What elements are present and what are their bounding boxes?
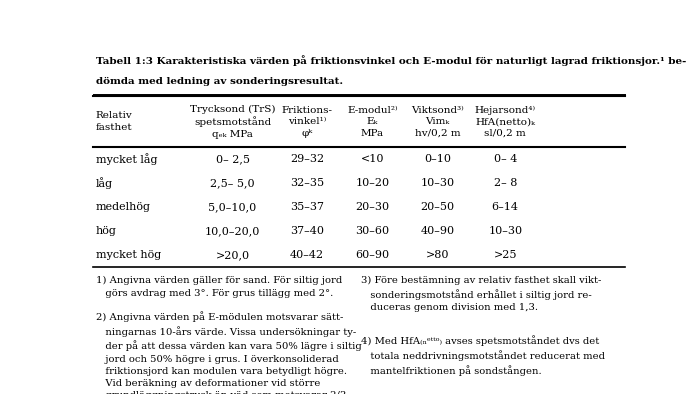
Text: dömda med ledning av sonderingsresultat.: dömda med ledning av sonderingsresultat. [96,77,343,86]
Text: 29–32: 29–32 [290,154,324,164]
Text: hög: hög [96,226,116,236]
Text: 10–20: 10–20 [355,178,389,188]
Text: 32–35: 32–35 [290,178,324,188]
Text: Hejarsond⁴⁾
HfA(netto)ₖ
sl/0,2 m: Hejarsond⁴⁾ HfA(netto)ₖ sl/0,2 m [475,106,536,138]
Text: 20–50: 20–50 [420,202,454,212]
Text: Trycksond (TrS)
spetsmotstånd
qₑₖ MPa: Trycksond (TrS) spetsmotstånd qₑₖ MPa [190,104,275,139]
Text: mycket hög: mycket hög [96,250,161,260]
Text: 1) Angivna värden gäller för sand. För siltig jord
   görs avdrag med 3°. För gr: 1) Angivna värden gäller för sand. För s… [96,276,342,297]
Text: 2,5– 5,0: 2,5– 5,0 [210,178,255,188]
Text: 40–90: 40–90 [420,226,454,236]
Text: 0– 2,5: 0– 2,5 [216,154,250,164]
Text: <10: <10 [360,154,384,164]
Text: E-modul²⁾
Eₖ
MPa: E-modul²⁾ Eₖ MPa [347,106,398,138]
Text: låg: låg [96,177,113,189]
Text: 4) Med HfA₍ₙᵉᵗᵗᵒ₎ avses spetsmotståndet dvs det
   totala neddrivningsmotståndet: 4) Med HfA₍ₙᵉᵗᵗᵒ₎ avses spetsmotståndet … [361,336,606,376]
Text: Viktsond³⁾
Vimₖ
hv/0,2 m: Viktsond³⁾ Vimₖ hv/0,2 m [411,106,464,138]
Text: 30–60: 30–60 [355,226,389,236]
Text: 3) Före bestämning av relativ fasthet skall vikt-
   sonderingsmotstånd erhållet: 3) Före bestämning av relativ fasthet sk… [361,276,602,312]
Text: Tabell 1:3 Karakteristiska värden på friktionsvinkel och E-modul för naturligt l: Tabell 1:3 Karakteristiska värden på fri… [96,55,686,66]
Text: 35–37: 35–37 [290,202,324,212]
Text: 5,0–10,0: 5,0–10,0 [209,202,257,212]
Text: 10–30: 10–30 [488,226,522,236]
Text: 40–42: 40–42 [290,250,324,260]
Text: medelhög: medelhög [96,202,150,212]
Text: 2– 8: 2– 8 [494,178,517,188]
Text: 20–30: 20–30 [355,202,389,212]
Text: 10–30: 10–30 [420,178,454,188]
Text: >80: >80 [426,250,449,260]
Text: 37–40: 37–40 [290,226,324,236]
Text: 0– 4: 0– 4 [494,154,517,164]
Text: 0–10: 0–10 [424,154,451,164]
Text: Relativ
fasthet: Relativ fasthet [96,112,132,132]
Text: >20,0: >20,0 [216,250,250,260]
Text: 10,0–20,0: 10,0–20,0 [205,226,260,236]
Text: 2) Angivna värden på E-mödulen motsvarar sätt-
   ningarnas 10-års värde. Vissa : 2) Angivna värden på E-mödulen motsvarar… [96,311,361,394]
Text: 60–90: 60–90 [355,250,389,260]
Text: Friktions-
vinkel¹⁾
φᵏ: Friktions- vinkel¹⁾ φᵏ [281,106,332,138]
Text: 6–14: 6–14 [491,202,519,212]
Text: >25: >25 [494,250,517,260]
Text: mycket låg: mycket låg [96,154,157,165]
